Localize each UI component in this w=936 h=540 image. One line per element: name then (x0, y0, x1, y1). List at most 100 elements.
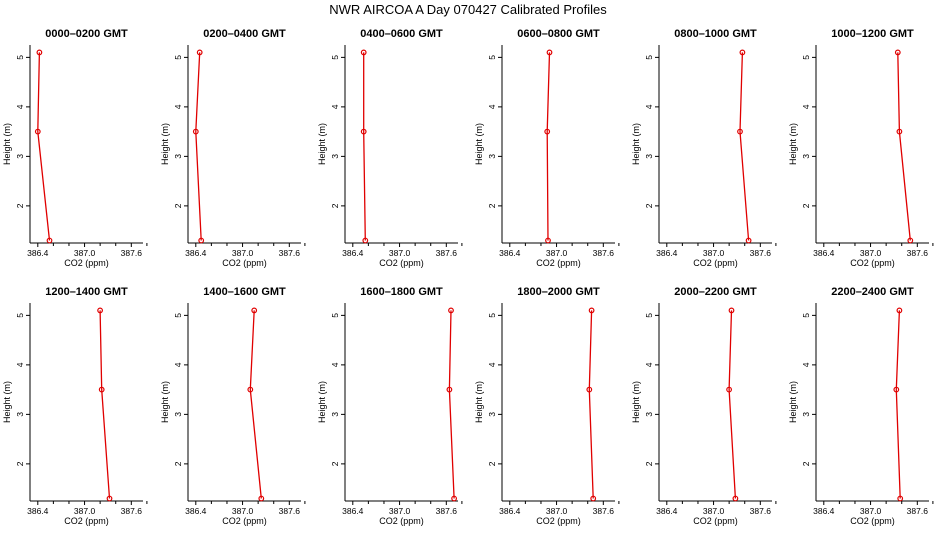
y-tick-label: 4 (487, 362, 497, 367)
data-point (196, 49, 203, 56)
data-point (894, 49, 901, 56)
y-tick-label: 2 (15, 203, 25, 208)
y-tick-label: 2 (15, 461, 25, 466)
x-tick-label: 386.4 (656, 506, 678, 516)
profile-line (739, 52, 750, 241)
data-point (198, 237, 205, 244)
x-tick-label: 387.0 (703, 248, 725, 258)
y-tick-label: 5 (487, 313, 497, 318)
y-tick-label: 5 (330, 313, 340, 318)
x-tick-label: 387.0 (703, 506, 725, 516)
y-tick-label: 5 (801, 313, 811, 318)
data-point (446, 386, 453, 393)
x-tick-label: 387.0 (232, 248, 254, 258)
data-point (36, 49, 43, 56)
x-tick-label: 387.6 (750, 506, 772, 516)
y-tick-label: 2 (173, 203, 183, 208)
y-axis-label: Height (m) (788, 381, 798, 423)
y-axis-label: Height (m) (317, 123, 327, 165)
y-axis-label: Height (m) (474, 123, 484, 165)
page-title: NWR AIRCOA A Day 070427 Calibrated Profi… (329, 2, 607, 17)
x-tick-label: 387.6 (279, 248, 301, 258)
x-axis-label: CO2 (ppm) (379, 258, 424, 268)
y-tick-label: 5 (15, 313, 25, 318)
x-tick-label: 387.6 (750, 248, 772, 258)
x-tick-label: 387.0 (546, 248, 568, 258)
y-tick-label: 4 (330, 104, 340, 109)
panel-title: 0200–0400 GMT (203, 28, 286, 40)
x-tick-label: 387.0 (232, 506, 254, 516)
x-tick-label: 387.6 (593, 248, 615, 258)
panel-title: 1000–1200 GMT (831, 28, 914, 40)
profile-line (363, 52, 366, 241)
y-axis-label: Height (m) (317, 381, 327, 423)
profile-line (588, 310, 594, 499)
y-tick-label: 4 (644, 362, 654, 367)
y-axis-label: Height (m) (474, 381, 484, 423)
x-tick-label: 387.0 (389, 506, 411, 516)
data-point (586, 386, 593, 393)
panel-title: 2000–2200 GMT (674, 286, 757, 298)
y-tick-label: 3 (801, 154, 811, 159)
y-tick-label: 3 (801, 412, 811, 417)
y-tick-label: 4 (173, 104, 183, 109)
data-point (192, 128, 199, 135)
y-axis-label: Height (m) (2, 381, 12, 423)
y-tick-label: 2 (801, 461, 811, 466)
x-tick-label: 387.6 (121, 506, 143, 516)
panel-title: 1600–1800 GMT (360, 286, 443, 298)
x-axis-label: CO2 (ppm) (536, 516, 581, 526)
data-point (896, 307, 903, 314)
y-tick-label: 4 (801, 362, 811, 367)
panel-title: 1800–2000 GMT (517, 286, 600, 298)
x-tick-label: 387.6 (436, 506, 458, 516)
y-tick-label: 4 (801, 104, 811, 109)
data-point (737, 128, 743, 135)
data-point (726, 386, 732, 393)
data-point (728, 307, 735, 314)
data-point (897, 495, 904, 502)
profile-line (728, 310, 737, 499)
panel-title: 0000–0200 GMT (45, 28, 128, 40)
x-tick-label: 387.0 (860, 506, 882, 516)
data-point (893, 386, 900, 393)
y-axis-label: Height (m) (2, 123, 12, 165)
x-axis-label: CO2 (ppm) (64, 516, 109, 526)
panel-title: 2200–2400 GMT (831, 286, 914, 298)
x-tick-label: 386.4 (499, 248, 521, 258)
data-point (448, 307, 454, 314)
data-point (451, 495, 458, 502)
y-tick-label: 3 (487, 412, 497, 417)
y-tick-label: 2 (644, 203, 654, 208)
profile-line (895, 310, 901, 499)
data-point (545, 237, 551, 244)
x-axis-label: CO2 (ppm) (693, 516, 738, 526)
data-point (544, 128, 551, 135)
y-tick-label: 2 (644, 461, 654, 466)
y-tick-label: 5 (173, 55, 183, 60)
x-axis-label: CO2 (ppm) (222, 516, 267, 526)
x-tick-label: 387.6 (279, 506, 301, 516)
y-tick-label: 2 (487, 203, 497, 208)
y-tick-label: 3 (173, 412, 183, 417)
x-axis-label: CO2 (ppm) (222, 258, 267, 268)
x-axis-label: CO2 (ppm) (850, 516, 895, 526)
profile-line (546, 52, 551, 241)
y-tick-label: 2 (487, 461, 497, 466)
data-point (739, 49, 746, 56)
y-axis-label: Height (m) (788, 123, 798, 165)
data-point (34, 128, 41, 135)
panel-title: 0800–1000 GMT (674, 28, 757, 40)
x-tick-label: 386.4 (185, 248, 207, 258)
x-axis-label: CO2 (ppm) (850, 258, 895, 268)
data-point (745, 237, 752, 244)
x-axis-label: CO2 (ppm) (536, 258, 581, 268)
x-tick-label: 387.0 (389, 248, 411, 258)
panel-title: 0600–0800 GMT (517, 28, 600, 40)
panel-title: 0400–0600 GMT (360, 28, 443, 40)
data-point (732, 495, 739, 502)
data-point (97, 307, 103, 314)
y-axis-label: Height (m) (631, 381, 641, 423)
profile-line (897, 52, 911, 241)
x-tick-label: 386.4 (813, 506, 835, 516)
